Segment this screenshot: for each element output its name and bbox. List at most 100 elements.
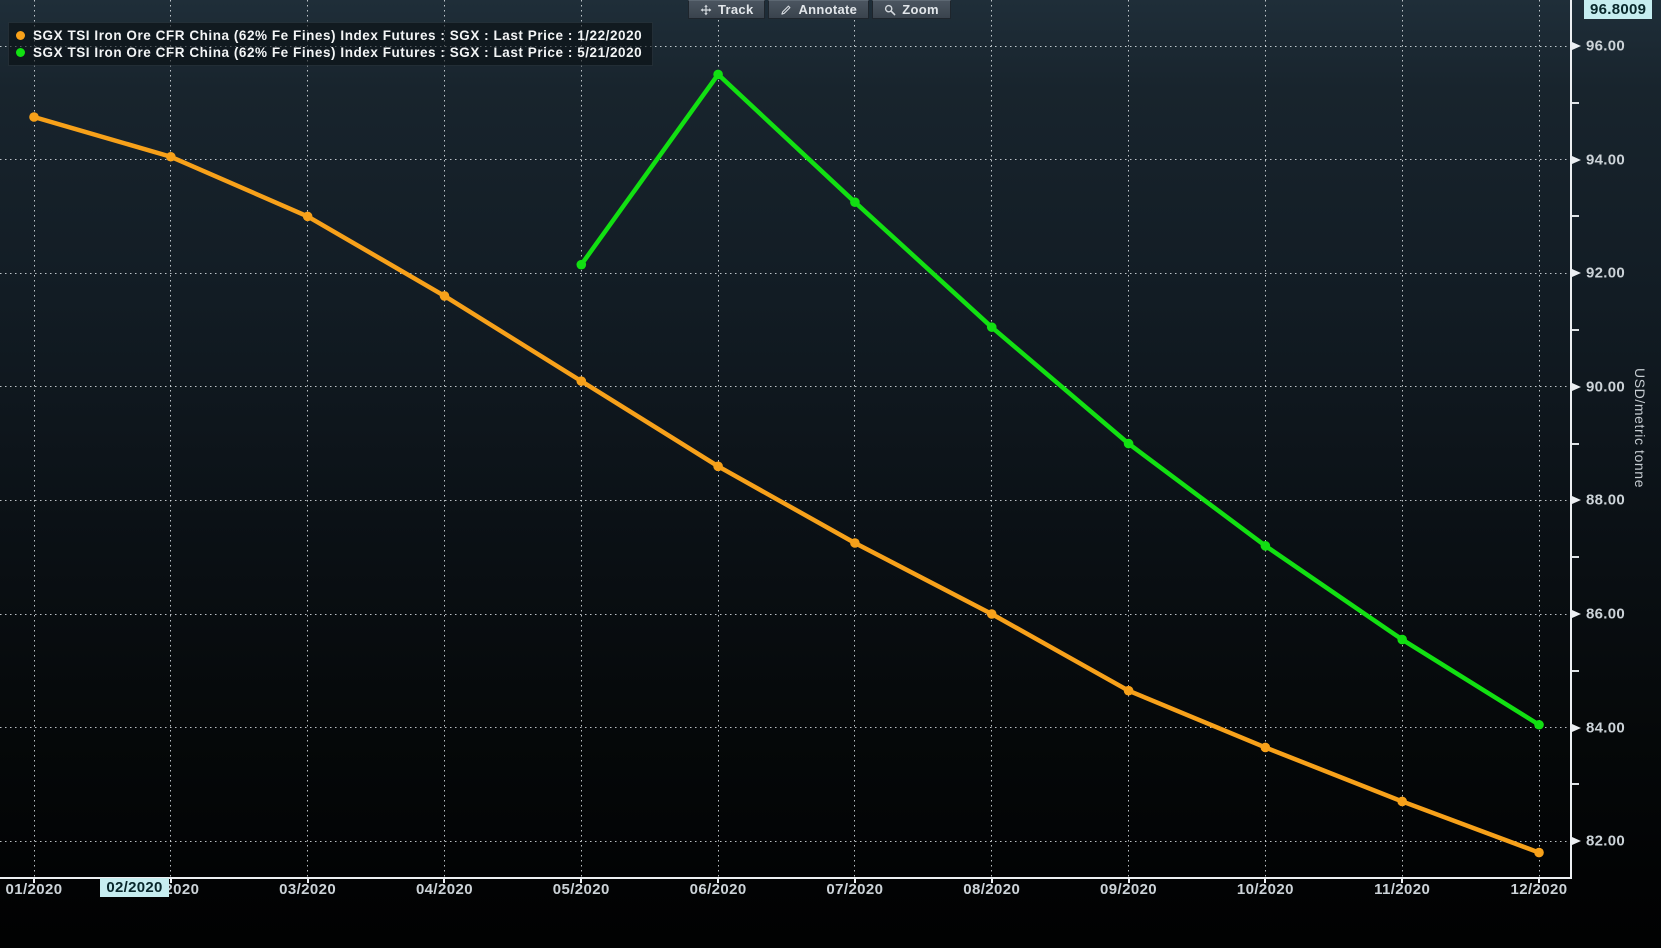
annotate-pencil-icon [781,5,791,15]
v-gridline [1264,0,1266,877]
data-point-marker [29,112,39,122]
h-gridline [0,272,1570,274]
y-axis-minor-tick [1572,329,1579,331]
y-axis-minor-tick [1572,669,1579,672]
y-axis-minor-tick [1572,101,1579,104]
zoom-label: Zoom [902,2,939,17]
x-axis-label: 11/2020 [1374,881,1431,898]
y-axis-minor-tick [1572,556,1579,559]
track-button[interactable]: Track [688,0,766,19]
data-point-marker [439,291,450,301]
series-lines-layer [29,69,1544,858]
y-axis-label: 92.00 [1586,264,1626,282]
x-axis-label: 06/2020 [689,881,747,898]
x-axis-tick [853,879,856,883]
y-axis-label: 88.00 [1586,491,1626,509]
y-axis-minor-tick [1572,215,1579,218]
legend-row: SGX TSI Iron Ore CFR China (62% Fe Fines… [16,44,642,61]
chart-legend: SGX TSI Iron Ore CFR China (62% Fe Fines… [8,22,654,66]
y-axis-arrow-marker [1572,723,1581,732]
x-axis-label: 12/2020 [1510,881,1568,898]
legend-series-label: SGX TSI Iron Ore CFR China (62% Fe Fines… [33,45,643,60]
data-point-marker [576,259,587,270]
track-label: Track [718,2,754,17]
y-axis-arrow-marker [1572,382,1581,391]
v-gridline [307,0,309,877]
x-axis-label: 08/2020 [963,881,1021,898]
y-axis-arrow-marker [1572,42,1581,50]
x-axis-tick [1538,879,1541,883]
data-point-marker [1397,796,1407,807]
v-gridline [170,0,172,877]
data-point-marker [1260,541,1271,551]
data-point-marker [302,211,313,222]
legend-color-dot [16,48,25,57]
zoom-magnifier-icon [885,4,896,15]
data-point-marker [166,151,176,162]
x-axis-tick [443,879,446,883]
x-axis-label: 07/2020 [826,881,884,898]
y-axis-minor-tick [1572,783,1579,786]
h-gridline [0,613,1570,615]
h-gridline [0,840,1570,842]
x-axis-tick [306,879,309,883]
x-axis-label: 10/2020 [1236,881,1294,898]
data-point-marker [576,376,587,386]
v-gridline [1401,0,1403,877]
y-axis-line [1570,0,1572,879]
x-axis-line [0,877,1572,879]
y-axis-arrow-marker [1572,496,1581,505]
legend-series-label: SGX TSI Iron Ore CFR China (62% Fe Fines… [33,28,643,43]
y-axis-arrow-marker [1572,269,1581,278]
y-axis-minor-tick [1572,442,1579,445]
legend-color-dot [16,31,25,40]
chart-plot-area[interactable] [0,0,1581,878]
chart-toolbar: Track Annotate Zoom [688,0,951,19]
data-point-marker [850,197,860,207]
cursor-date-readout: 02/2020 [100,878,169,897]
x-axis-label: 03/2020 [279,881,337,898]
y-axis-label: 82.00 [1586,832,1626,850]
legend-row: SGX TSI Iron Ore CFR China (62% Fe Fines… [16,27,642,44]
data-point-marker [986,322,997,332]
x-axis-tick [717,879,720,883]
h-gridline [0,45,1570,47]
track-move-icon [700,4,712,15]
annotate-button[interactable]: Annotate [768,0,870,19]
x-axis-tick [990,879,993,883]
y-axis-title: USD/metric tonne [1632,368,1648,489]
y-axis-label: 90.00 [1586,378,1626,396]
v-gridline [854,0,856,877]
data-point-marker [1123,685,1134,696]
data-point-marker [986,609,997,619]
series-green-5-21-2020 [576,69,1544,730]
x-axis-label: 09/2020 [1100,881,1158,898]
x-axis-tick [33,879,35,883]
v-gridline [991,0,993,877]
data-point-marker [713,461,723,472]
x-axis-tick [169,879,172,883]
v-gridline [1538,0,1540,877]
v-gridline [443,0,445,877]
x-axis-tick [1264,879,1267,883]
x-axis-tick [580,879,583,883]
data-point-marker [850,538,860,548]
v-gridline [1128,0,1130,877]
x-axis-tick [1127,879,1130,883]
data-point-marker [1534,719,1544,730]
y-axis-label: 94.00 [1586,151,1626,169]
y-axis-label: 96.00 [1586,37,1626,55]
x-axis-label: 04/2020 [415,881,473,898]
data-point-marker [1260,742,1271,753]
y-axis-arrow-marker [1572,837,1581,846]
h-gridline [0,386,1570,388]
y-axis-arrow-marker [1572,610,1581,618]
zoom-button[interactable]: Zoom [872,0,951,19]
v-gridline [580,0,582,877]
y-axis-label: 86.00 [1586,605,1626,623]
x-axis-label: 01/2020 [5,881,63,898]
data-point-marker [713,69,723,80]
data-point-marker [1123,438,1134,449]
h-gridline [0,499,1570,501]
